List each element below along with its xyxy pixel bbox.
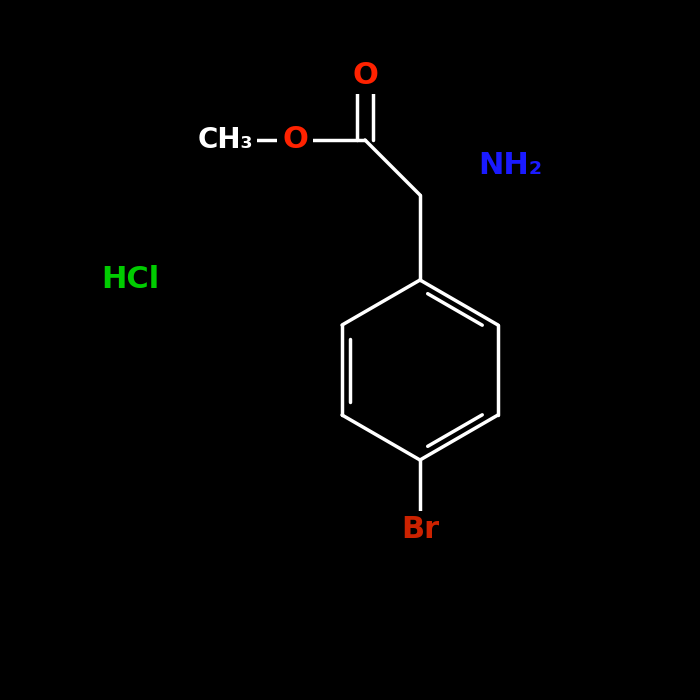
Text: Br: Br bbox=[401, 515, 439, 545]
Text: O: O bbox=[282, 125, 308, 155]
Text: NH₂: NH₂ bbox=[478, 150, 542, 179]
Text: HCl: HCl bbox=[101, 265, 159, 295]
Text: O: O bbox=[352, 60, 378, 90]
Text: CH₃: CH₃ bbox=[197, 126, 253, 154]
